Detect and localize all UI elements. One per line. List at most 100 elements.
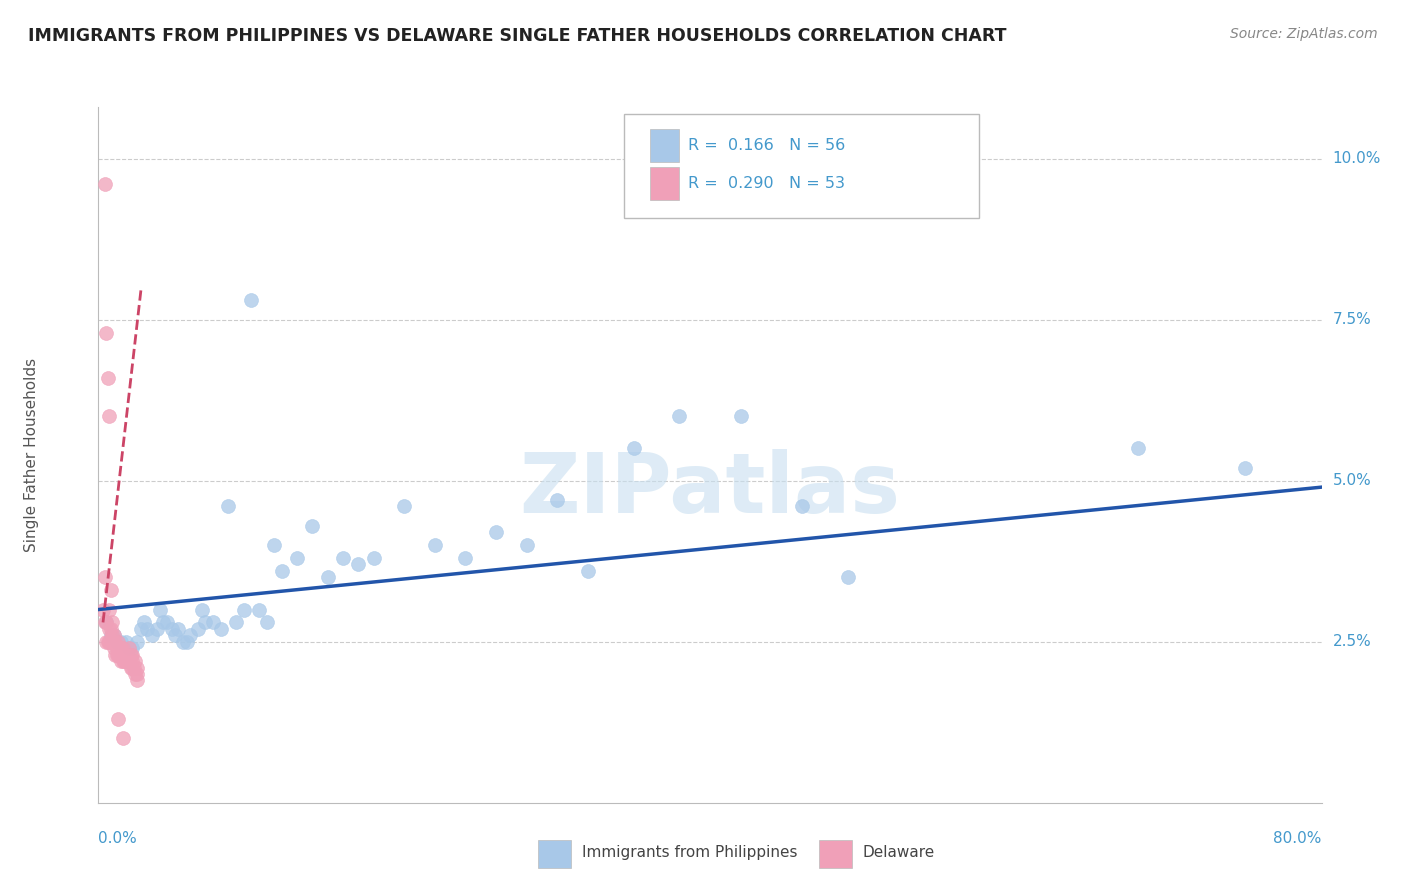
Point — [112, 654, 135, 668]
Point — [94, 326, 117, 340]
Point — [98, 622, 121, 636]
Point — [105, 634, 128, 648]
Point — [108, 641, 131, 656]
Point — [118, 641, 141, 656]
Point — [93, 178, 115, 192]
Point — [546, 493, 568, 508]
Point — [485, 525, 508, 540]
Text: R =  0.166   N = 56: R = 0.166 N = 56 — [688, 137, 845, 153]
Point — [623, 442, 645, 456]
Point — [240, 293, 263, 308]
Point — [111, 654, 134, 668]
Text: 0.0%: 0.0% — [98, 830, 138, 846]
Point — [94, 615, 117, 630]
Point — [256, 615, 278, 630]
Point — [152, 615, 174, 630]
Point — [141, 628, 163, 642]
Point — [98, 634, 121, 648]
Point — [125, 667, 148, 681]
Point — [516, 538, 538, 552]
Point — [121, 641, 143, 656]
Text: Delaware: Delaware — [863, 846, 935, 861]
Point — [118, 641, 141, 656]
Point — [118, 654, 141, 668]
Text: ZIPatlas: ZIPatlas — [520, 450, 900, 530]
Text: R =  0.290   N = 53: R = 0.290 N = 53 — [688, 176, 845, 191]
Point — [316, 570, 339, 584]
Point — [423, 538, 446, 552]
Point — [172, 634, 194, 648]
Point — [115, 654, 138, 668]
Point — [100, 634, 122, 648]
Point — [97, 370, 120, 384]
Point — [160, 622, 183, 636]
Point — [108, 648, 131, 662]
FancyBboxPatch shape — [650, 129, 679, 162]
Point — [118, 654, 141, 668]
Point — [125, 660, 148, 674]
Point — [285, 551, 308, 566]
Text: 7.5%: 7.5% — [1333, 312, 1371, 327]
Point — [97, 634, 120, 648]
Text: 10.0%: 10.0% — [1333, 151, 1381, 166]
Point — [124, 667, 146, 681]
Point — [301, 518, 323, 533]
Point — [232, 602, 254, 616]
Point — [332, 551, 354, 566]
Text: Immigrants from Philippines: Immigrants from Philippines — [582, 846, 797, 861]
FancyBboxPatch shape — [818, 839, 852, 868]
Point — [111, 731, 134, 746]
Point — [103, 641, 125, 656]
Point — [122, 660, 145, 674]
FancyBboxPatch shape — [537, 839, 571, 868]
Point — [101, 634, 124, 648]
Point — [270, 564, 292, 578]
Point — [103, 628, 125, 642]
Point — [576, 564, 599, 578]
Point — [187, 622, 209, 636]
Point — [104, 634, 127, 648]
Point — [120, 660, 142, 674]
Point — [156, 615, 179, 630]
Point — [100, 622, 122, 636]
Point — [101, 628, 124, 642]
Point — [121, 648, 143, 662]
Point — [363, 551, 385, 566]
Text: Source: ZipAtlas.com: Source: ZipAtlas.com — [1230, 27, 1378, 41]
Point — [202, 615, 225, 630]
Point — [263, 538, 285, 552]
Point — [98, 602, 121, 616]
Point — [124, 654, 146, 668]
Point — [120, 648, 142, 662]
Point — [129, 622, 152, 636]
FancyBboxPatch shape — [650, 167, 679, 200]
Point — [125, 673, 148, 688]
Point — [668, 409, 690, 424]
Point — [111, 641, 134, 656]
Point — [837, 570, 859, 584]
Point — [454, 551, 477, 566]
Point — [107, 648, 129, 662]
Point — [247, 602, 270, 616]
Text: Single Father Households: Single Father Households — [24, 358, 38, 552]
Point — [1234, 460, 1257, 475]
Point — [194, 615, 217, 630]
Point — [145, 622, 167, 636]
FancyBboxPatch shape — [624, 114, 979, 219]
Point — [225, 615, 247, 630]
Point — [191, 602, 214, 616]
Point — [121, 660, 143, 674]
Text: 5.0%: 5.0% — [1333, 473, 1371, 488]
Point — [167, 622, 190, 636]
Point — [209, 622, 232, 636]
Point — [94, 634, 117, 648]
Text: 2.5%: 2.5% — [1333, 634, 1371, 649]
Point — [104, 648, 127, 662]
Text: IMMIGRANTS FROM PHILIPPINES VS DELAWARE SINGLE FATHER HOUSEHOLDS CORRELATION CHA: IMMIGRANTS FROM PHILIPPINES VS DELAWARE … — [28, 27, 1007, 45]
Point — [98, 409, 121, 424]
Point — [93, 615, 115, 630]
Point — [121, 654, 143, 668]
Point — [110, 654, 132, 668]
Point — [94, 615, 117, 630]
Point — [91, 602, 114, 616]
